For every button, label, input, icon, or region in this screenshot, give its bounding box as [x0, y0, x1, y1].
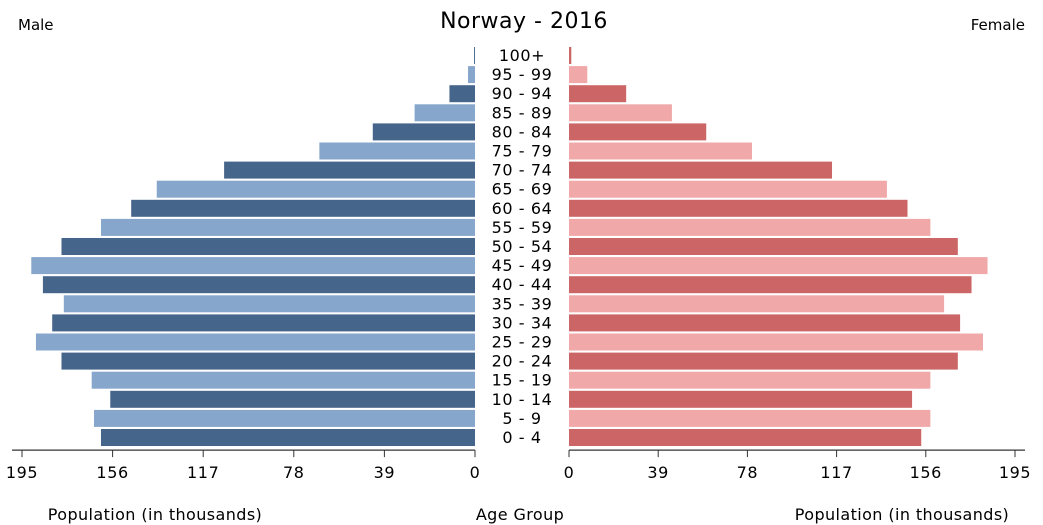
- chart-title: Norway - 2016: [440, 9, 608, 34]
- male-bars: [31, 47, 476, 446]
- male-tick-label: 39: [374, 463, 396, 482]
- male-axis-ticks: 195 156 117 78 39 0: [6, 450, 481, 482]
- age-group-label: 75 - 79: [492, 142, 553, 161]
- female-bar: [569, 371, 931, 389]
- age-group-label: 40 - 44: [492, 275, 553, 294]
- male-bar: [52, 314, 475, 332]
- age-group-label: 25 - 29: [492, 333, 553, 352]
- age-group-label: 50 - 54: [492, 237, 553, 256]
- male-bar: [449, 85, 475, 103]
- male-bar: [156, 180, 475, 198]
- female-bar: [569, 47, 572, 64]
- male-bar: [131, 199, 475, 217]
- age-group-axis-label: Age Group: [476, 505, 564, 524]
- male-tick-label: 78: [283, 463, 305, 482]
- male-bar: [63, 295, 476, 313]
- age-group-label: 70 - 74: [492, 161, 553, 180]
- female-bar: [569, 66, 588, 84]
- age-group-label: 95 - 99: [492, 65, 553, 84]
- age-group-label: 45 - 49: [492, 256, 553, 275]
- male-bar: [372, 123, 475, 141]
- age-group-label: 80 - 84: [492, 122, 553, 141]
- male-tick-label: 156: [96, 463, 128, 482]
- male-bar: [94, 409, 475, 427]
- female-tick-label: 39: [647, 463, 669, 482]
- age-group-label: 35 - 39: [492, 294, 553, 313]
- age-group-label: 30 - 34: [492, 313, 553, 332]
- male-bar: [100, 218, 475, 236]
- male-bar: [100, 429, 475, 446]
- female-bar: [569, 123, 707, 141]
- female-side-label: Female: [971, 16, 1025, 34]
- male-tick-label: 0: [470, 463, 481, 482]
- female-bar: [569, 429, 922, 446]
- age-group-label: 60 - 64: [492, 199, 553, 218]
- male-bar: [319, 142, 475, 160]
- male-x-axis-label: Population (in thousands): [48, 505, 262, 524]
- female-tick-label: 195: [999, 463, 1031, 482]
- male-bar: [35, 333, 475, 351]
- female-bar: [569, 142, 752, 160]
- age-group-label: 55 - 59: [492, 218, 553, 237]
- age-group-label: 90 - 94: [492, 84, 553, 103]
- age-group-label: 10 - 14: [492, 390, 553, 409]
- age-group-label: 65 - 69: [492, 180, 553, 199]
- female-bar: [569, 352, 958, 370]
- male-side-label: Male: [18, 16, 54, 34]
- female-bar: [569, 104, 672, 122]
- female-bar: [569, 238, 958, 255]
- male-tick-label: 117: [187, 463, 219, 482]
- female-bar: [569, 161, 833, 179]
- female-bar: [569, 409, 931, 427]
- male-bar: [42, 276, 476, 294]
- male-bar: [31, 257, 476, 275]
- male-bar: [468, 66, 475, 84]
- male-bar: [474, 47, 475, 64]
- female-tick-label: 78: [737, 463, 759, 482]
- female-bar: [569, 257, 988, 275]
- female-bar: [569, 199, 908, 217]
- female-bar: [569, 295, 945, 313]
- age-group-label: 85 - 89: [492, 103, 553, 122]
- female-bar: [569, 180, 887, 198]
- female-tick-label: 0: [564, 463, 575, 482]
- female-bar: [569, 314, 961, 332]
- male-bar: [414, 104, 475, 122]
- age-group-label: 15 - 19: [492, 371, 553, 390]
- male-bar: [110, 390, 476, 408]
- female-bar: [569, 390, 913, 408]
- age-group-label: 100+: [499, 46, 545, 65]
- female-axis-ticks: 0 39 78 117 156 195: [564, 450, 1031, 482]
- male-tick-label: 195: [6, 463, 38, 482]
- female-bar: [569, 85, 627, 103]
- female-bars: [569, 47, 988, 446]
- age-group-label: 20 - 24: [492, 352, 553, 371]
- male-bar: [91, 371, 475, 389]
- male-bar: [224, 161, 475, 179]
- female-bar: [569, 218, 931, 236]
- age-group-label: 0 - 4: [502, 428, 541, 447]
- female-tick-label: 117: [820, 463, 852, 482]
- female-bar: [569, 276, 972, 294]
- male-bar: [61, 352, 475, 370]
- age-group-label: 5 - 9: [502, 409, 541, 428]
- female-x-axis-label: Population (in thousands): [795, 505, 1009, 524]
- female-bar: [569, 333, 983, 351]
- male-bar: [61, 238, 475, 255]
- female-tick-label: 156: [910, 463, 942, 482]
